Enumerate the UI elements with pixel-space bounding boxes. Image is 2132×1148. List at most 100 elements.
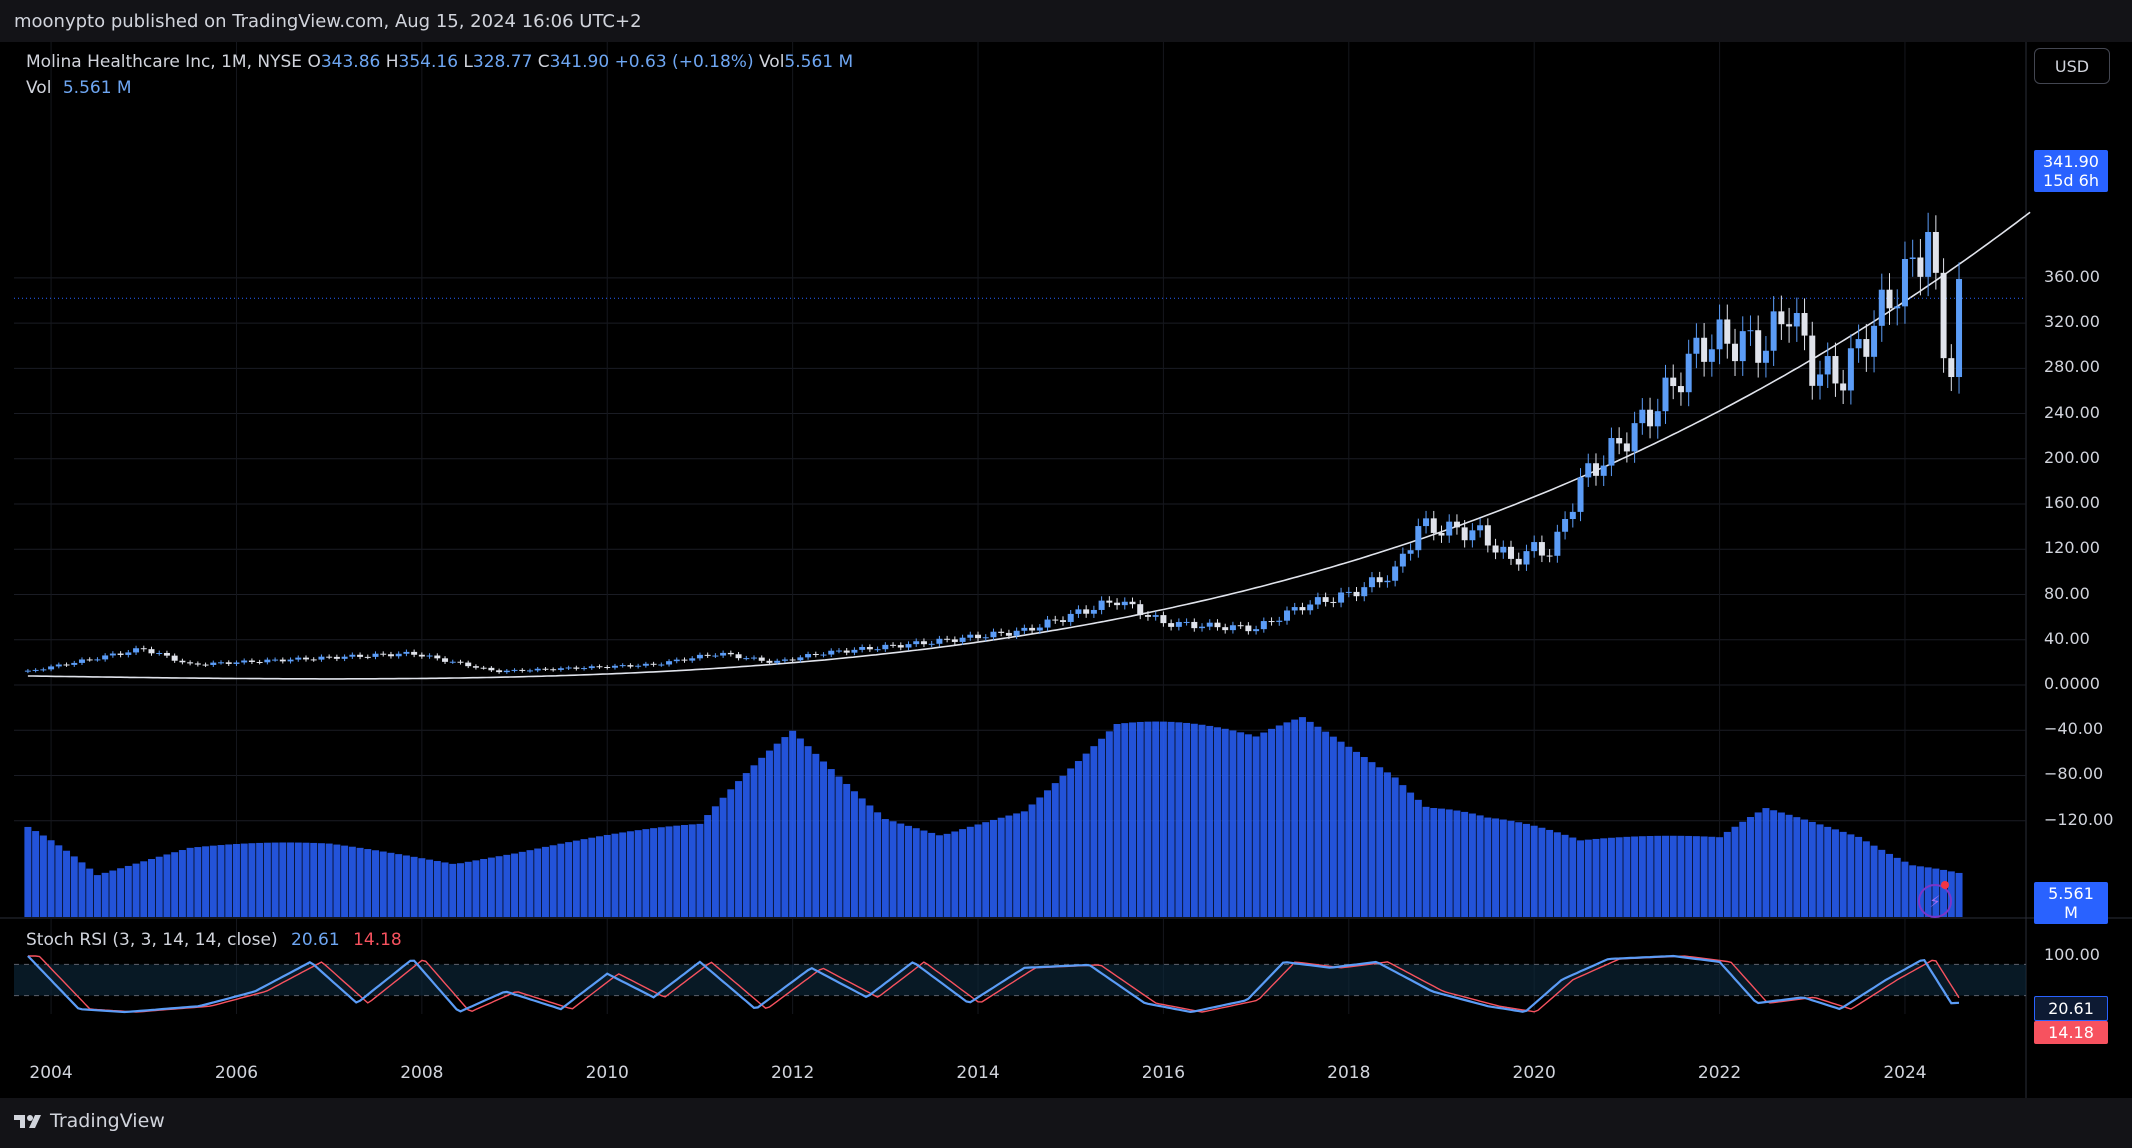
candle-body: [279, 659, 286, 662]
volume-bar: [63, 850, 71, 917]
candle-body: [1515, 558, 1522, 565]
candle-body: [449, 661, 456, 663]
volume-bar: [101, 872, 109, 917]
volume-bar: [557, 843, 565, 917]
volume-bar: [1878, 849, 1886, 917]
candle-body: [1816, 374, 1823, 386]
volume-bar: [464, 861, 472, 917]
low-label: L: [463, 52, 473, 72]
volume-bar: [279, 842, 287, 917]
volume-bar: [997, 817, 1005, 917]
price-tick-label: −40.00: [2044, 719, 2104, 739]
volume-bar: [1561, 834, 1569, 917]
candle-body: [63, 664, 70, 666]
volume-bar: [1723, 831, 1731, 917]
volume-bar: [511, 853, 519, 917]
candle-body: [1685, 353, 1692, 393]
candle-body: [1175, 621, 1182, 627]
candle-body: [1654, 411, 1661, 427]
volume-bar: [155, 856, 163, 917]
candle-body: [1824, 356, 1831, 375]
candle-body: [1531, 542, 1538, 552]
volume-bar: [1322, 731, 1330, 917]
low-value: 328.77: [472, 52, 533, 72]
candle-body: [1368, 577, 1375, 588]
candle-body: [720, 652, 727, 656]
volume-bar: [619, 832, 627, 917]
volume-bar: [935, 835, 943, 917]
candle-body: [1330, 601, 1337, 603]
volume-bar: [1530, 825, 1538, 917]
symbol-title[interactable]: Molina Healthcare Inc, 1M, NYSE: [26, 52, 303, 72]
volume-legend-label[interactable]: Vol: [26, 78, 52, 98]
volume-bar: [943, 833, 951, 917]
candle-body: [133, 648, 140, 653]
candle-body: [302, 657, 309, 660]
volume-bar: [1028, 804, 1036, 917]
candle-body: [1925, 231, 1932, 277]
volume-bar: [1947, 871, 1955, 917]
alert-bolt-icon[interactable]: ⚡: [1918, 884, 1952, 918]
candle-body: [975, 634, 982, 639]
volume-bar: [881, 819, 889, 917]
candle-body: [681, 659, 688, 661]
time-tick-label: 2014: [956, 1063, 1000, 1083]
publish-bar: moonypto published on TradingView.com, A…: [0, 0, 2132, 42]
volume-bar: [1005, 815, 1013, 917]
chart-canvas[interactable]: [0, 42, 2132, 1098]
tradingview-logo[interactable]: TradingView: [14, 1110, 165, 1132]
volume-bar: [1020, 811, 1028, 917]
volume-bar: [410, 856, 418, 917]
volume-bar: [1492, 818, 1500, 917]
candle-body: [1129, 601, 1136, 605]
candle-body: [1322, 597, 1329, 602]
candle-body: [1901, 258, 1908, 307]
candle-body: [1191, 621, 1198, 629]
candle-body: [866, 647, 873, 650]
volume-bar: [441, 862, 449, 917]
last-price-badge: 341.90 15d 6h: [2034, 150, 2108, 192]
volume-bar: [866, 805, 874, 917]
volume-bar: [1113, 723, 1121, 917]
volume-bar: [395, 854, 403, 917]
volume-bar: [1577, 840, 1585, 917]
candle-body: [1701, 337, 1708, 362]
volume-bar: [796, 738, 804, 917]
candle-body: [704, 654, 711, 656]
candle-body: [920, 641, 927, 645]
volume-bar: [1746, 817, 1754, 917]
candle-body: [1477, 525, 1484, 531]
candle-body: [1106, 600, 1113, 603]
candle-body: [94, 659, 101, 661]
volume-bar: [897, 823, 905, 917]
candle-body: [1484, 525, 1491, 546]
volume-bar: [634, 830, 642, 917]
candle-body: [1863, 339, 1870, 357]
volume-bar: [1422, 806, 1430, 917]
volume-bar: [178, 850, 186, 917]
volume-bar: [1870, 845, 1878, 917]
volume-bar: [665, 826, 673, 917]
price-tick-label: 320.00: [2044, 312, 2100, 332]
volume-bar: [402, 855, 410, 917]
volume-bar: [1607, 837, 1615, 917]
time-tick-label: 2008: [400, 1063, 444, 1083]
volume-bar: [1252, 736, 1260, 917]
stoch-rsi-label[interactable]: Stoch RSI (3, 3, 14, 14, close): [26, 930, 278, 950]
volume-bar: [1175, 722, 1183, 917]
volume-bar: [1801, 819, 1809, 917]
volume-bar: [611, 833, 619, 917]
volume-bar: [70, 856, 78, 917]
time-tick-label: 2012: [770, 1063, 815, 1083]
candle-body: [1538, 542, 1545, 556]
currency-button[interactable]: USD: [2034, 48, 2110, 84]
candle-body: [1562, 519, 1569, 532]
candle-body: [1747, 330, 1754, 332]
volume-bar: [827, 769, 835, 917]
volume-bar: [951, 831, 959, 917]
candle-body: [426, 655, 433, 657]
chart-area[interactable]: [0, 42, 2132, 1098]
candle-body: [1029, 627, 1036, 631]
candle-body: [519, 669, 526, 671]
price-tick-label: −80.00: [2044, 764, 2104, 784]
